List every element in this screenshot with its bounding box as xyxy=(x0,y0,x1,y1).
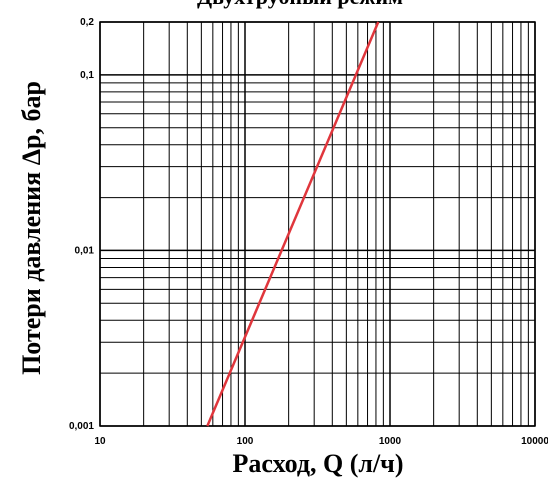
y-tick-label: 0,2 xyxy=(80,17,94,28)
plot-frame xyxy=(99,21,536,427)
x-axis-label: Расход, Q (л/ч) xyxy=(232,449,403,478)
x-tick-label: 10000 xyxy=(521,436,548,447)
y-tick-label: 0,1 xyxy=(80,70,94,81)
x-tick-label: 100 xyxy=(237,436,254,447)
x-tick-label: 10 xyxy=(94,436,106,447)
y-axis-label: Потери давления Δp, бар xyxy=(17,81,46,375)
y-tick-label: 0,001 xyxy=(69,421,94,432)
data-line xyxy=(206,21,380,427)
x-tick-label: 1000 xyxy=(379,436,402,447)
y-tick-label: 0,01 xyxy=(75,245,95,256)
chart-title: Двухтрубный режим xyxy=(197,0,403,9)
